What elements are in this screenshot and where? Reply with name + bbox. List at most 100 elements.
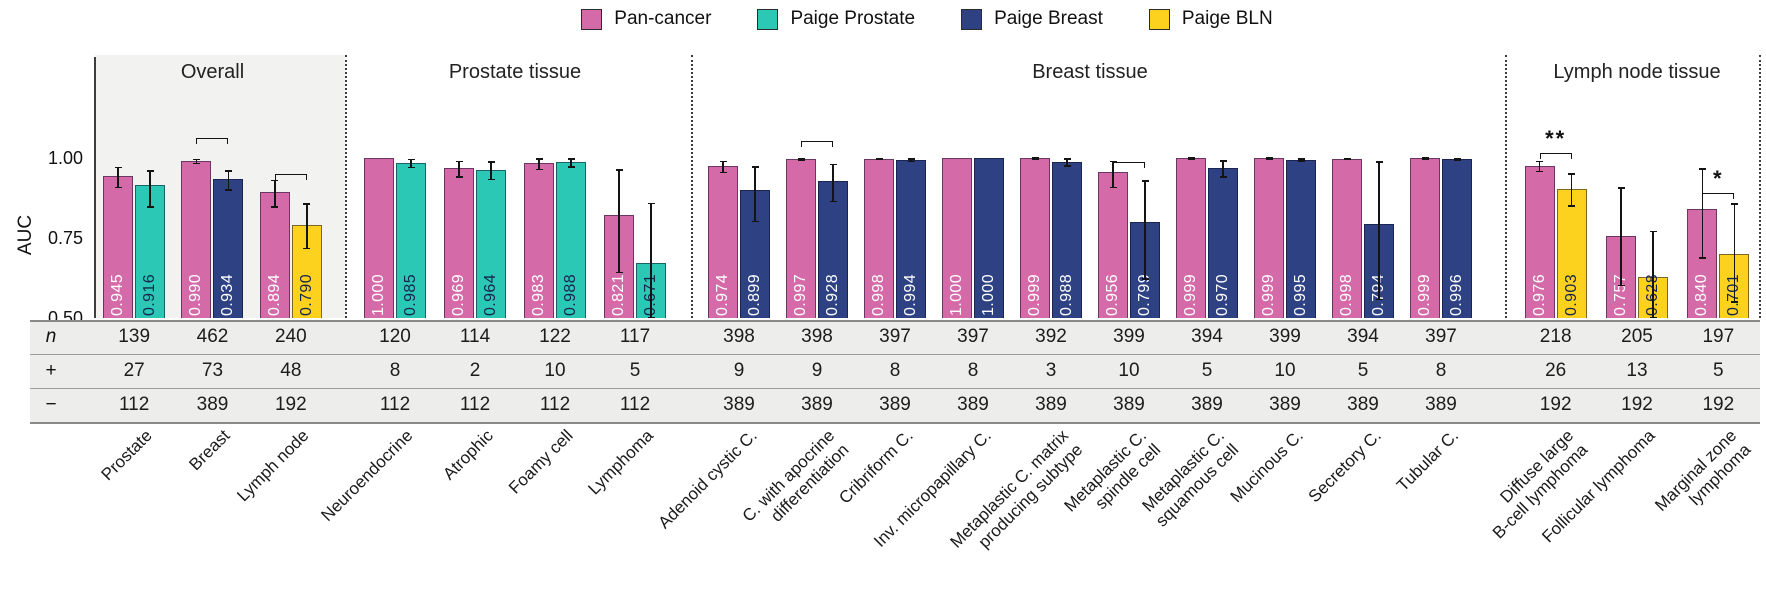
table-line [30, 354, 1760, 355]
y-axis-line [94, 57, 96, 318]
table-cell: 205 [1621, 326, 1653, 347]
x-tick-label-line: Tubular C. [1393, 426, 1463, 496]
table-cell: 389 [879, 394, 911, 415]
bar-value-wrap: 0.985 [397, 274, 425, 316]
table-cell: 192 [1539, 394, 1572, 415]
bar-value: 0.964 [482, 273, 499, 316]
legend-swatch-paige-breast [961, 8, 983, 30]
error-bar [271, 179, 278, 208]
legend-swatch-paige-prostate [757, 8, 779, 30]
bar-value-wrap: 0.903 [1558, 274, 1586, 316]
error-bar [1699, 168, 1705, 259]
error-bar [1142, 180, 1148, 280]
bar-value: 0.974 [714, 273, 731, 316]
bar-value-wrap: 0.974 [709, 274, 737, 316]
table-cell: 192 [1621, 394, 1653, 415]
bar-value-wrap: 1.000 [943, 274, 971, 316]
bar-pan-cancer: 0.969 [444, 167, 474, 318]
x-tick-label-line: Breast [185, 426, 234, 475]
x-tick-label-line: Secretory C. [1304, 426, 1385, 507]
significance-bracket [801, 140, 833, 147]
group-adenoid-cystic-c: 0.974 0.899 [700, 55, 778, 318]
bar-value: 0.990 [187, 273, 205, 316]
table-cell: 122 [539, 326, 571, 347]
table-cell: 114 [459, 326, 491, 347]
table-cell: 3 [1045, 360, 1057, 381]
bar-paige-breast: 0.928 [818, 181, 848, 318]
bar-value: 1.000 [980, 273, 997, 316]
table-cell: 13 [1626, 360, 1648, 381]
bar-value: 0.799 [1136, 273, 1153, 316]
y-tick-label: 1.00 [47, 148, 83, 168]
table-cell: 389 [196, 394, 229, 415]
group-metaplastic-c-matrix-producing-subtype: 0.999 0.988 [1012, 55, 1090, 318]
group-metaplastic-c-squamous-cell: 0.999 0.970 [1168, 55, 1246, 318]
bar-value: 0.894 [265, 273, 283, 316]
bar-paige-breast: 0.988 [1052, 161, 1082, 318]
bar-pan-cancer: 0.976 [1524, 165, 1555, 318]
legend-swatch-paige-bln [1148, 8, 1170, 30]
bar-value: 0.840 [1693, 273, 1711, 316]
error-bar [798, 158, 804, 161]
bar-value: 0.999 [1182, 273, 1199, 316]
bar-pan-cancer: 1.000 [942, 158, 972, 318]
table-cell: 389 [1191, 394, 1223, 415]
bar-value-wrap: 0.840 [1688, 274, 1716, 316]
table-cell: 389 [1035, 394, 1067, 415]
table-cell: 112 [119, 394, 150, 415]
table-cell: 10 [1118, 360, 1140, 381]
error-bar [1650, 230, 1656, 319]
x-tick-label: Lymph node [233, 426, 313, 506]
table-line [30, 320, 1760, 322]
error-bar [830, 163, 836, 203]
bar-value-wrap: 0.994 [897, 274, 925, 316]
table-row-plus: +27 73 48 8 2 10 5 9 9 8 8 3 10 5 10 5 8 26 13 5 [30, 354, 1760, 388]
bar-pan-cancer: 0.894 [259, 191, 290, 318]
section-separator [1505, 55, 1507, 318]
table-row-n: n 139 462 240 120 114 122 117 398 398 397 397 392 399… [30, 320, 1760, 354]
significance-bracket [1539, 152, 1572, 159]
section-title: Prostate tissue [448, 61, 582, 83]
bar-value-wrap: 0.995 [1287, 274, 1315, 316]
group-lymphoma: 0.821 0.671 [595, 55, 675, 319]
bar-value: 0.995 [1292, 273, 1309, 316]
legend-item-label: Paige Breast [994, 8, 1103, 29]
error-bar [1618, 187, 1624, 286]
bar-value-wrap: 0.999 [1411, 274, 1439, 316]
error-bar [408, 158, 414, 169]
table-cell: 73 [201, 360, 224, 381]
table-cell: 389 [1113, 394, 1145, 415]
table-cell: 112 [459, 394, 491, 415]
group-diffuse-large-b-cell-lymphoma: 0.976 0.903 ** [1515, 55, 1596, 318]
error-bar [876, 158, 882, 160]
table-cell: 192 [1702, 394, 1735, 415]
group-foamy-cell: 0.983 0.988 [515, 55, 595, 318]
table-cell: 117 [619, 326, 651, 347]
section-separator [1759, 55, 1761, 318]
x-tick-label-line: Cribriform C. [834, 426, 917, 508]
error-bar [225, 170, 232, 191]
table-cell: 112 [619, 394, 651, 415]
error-bar [488, 161, 494, 181]
significance-bracket [1113, 162, 1145, 169]
error-bar [456, 160, 462, 179]
bar-value-wrap: 0.790 [293, 274, 321, 316]
table-cell: 8 [389, 360, 401, 381]
bar-value-wrap: 0.928 [819, 274, 847, 316]
error-bar [303, 203, 310, 250]
error-bar [720, 160, 726, 174]
bar-value: 0.790 [297, 273, 315, 316]
bar-value: 0.998 [1338, 273, 1355, 316]
table-cell: 192 [274, 394, 307, 415]
x-tick-label-line: Foamy cell [504, 426, 577, 498]
bar-paige-bln: 0.903 [1556, 189, 1587, 318]
table-cell: 10 [544, 360, 566, 381]
group-metaplastic-c-spindle-cell: 0.956 0.799 [1090, 55, 1168, 318]
table-cell: 5 [1713, 360, 1724, 381]
table-cell: 462 [196, 326, 229, 347]
bar-value: 0.988 [562, 273, 579, 316]
table-cell: 8 [889, 360, 901, 381]
bar-value-wrap: 0.988 [557, 274, 585, 316]
x-tick-label-line: Mucinous C. [1226, 426, 1307, 507]
legend-item-label: Paige BLN [1181, 8, 1273, 29]
